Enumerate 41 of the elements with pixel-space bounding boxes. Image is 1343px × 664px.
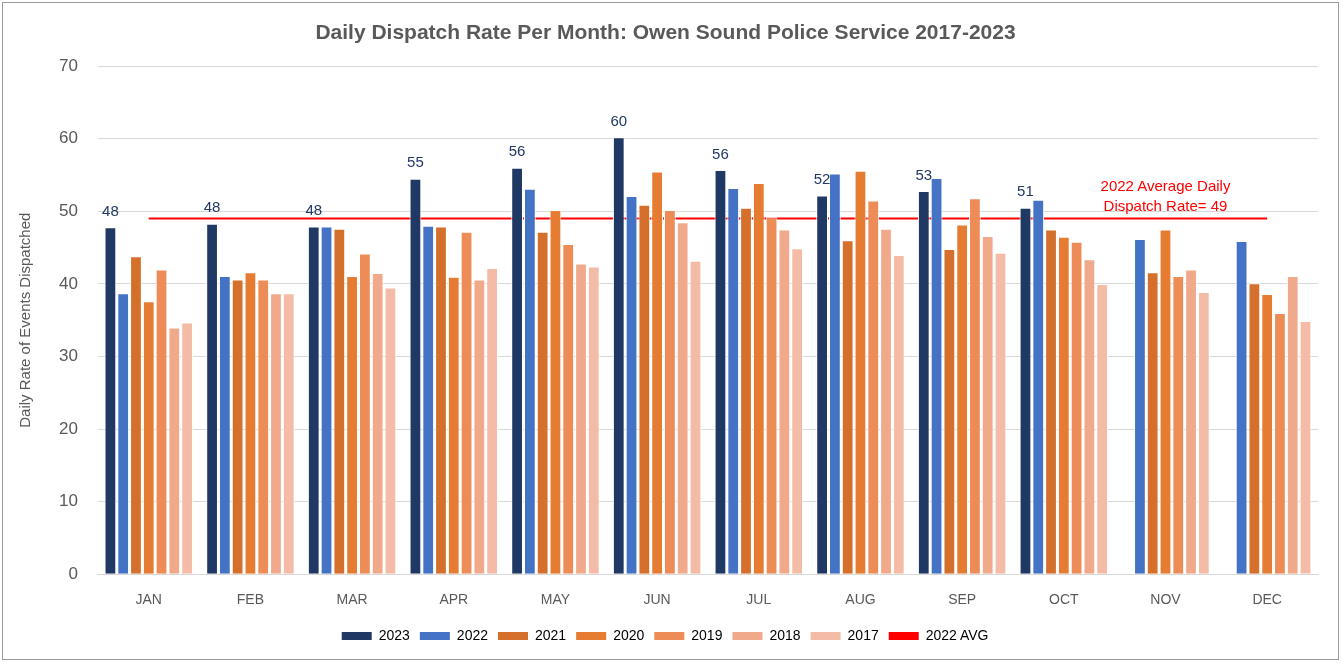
- y-tick-label: 50: [58, 201, 78, 221]
- data-label: 55: [407, 153, 424, 171]
- x-tick-label: FEB: [236, 591, 265, 608]
- y-tick-label: 70: [58, 55, 78, 75]
- annotation: 2022 Average Daily Dispatch Rate= 49: [1100, 176, 1231, 214]
- legend-label: 2022 AVG: [925, 626, 989, 643]
- y-tick-label: 40: [58, 273, 78, 293]
- legend-label: 2019: [691, 626, 723, 643]
- x-tick-label: JAN: [135, 591, 162, 608]
- data-label: 51: [1017, 182, 1034, 200]
- data-label: 53: [915, 165, 933, 183]
- legend-label: 2020: [613, 626, 645, 643]
- data-label: 56: [712, 144, 729, 162]
- data-label: 60: [610, 111, 628, 129]
- x-tick-label: OCT: [1049, 591, 1080, 608]
- chart-title: Daily Dispatch Rate Per Month: Owen Sound Police Service 2017-2023: [315, 20, 1016, 44]
- legend-label: 2021: [535, 626, 567, 643]
- x-tick-label: SEP: [948, 591, 977, 608]
- x-tick-label: DEC: [1252, 591, 1282, 608]
- x-tick-label: AUG: [845, 591, 876, 608]
- x-tick-label: JUL: [746, 591, 772, 608]
- legend-label: 2017: [847, 626, 879, 643]
- y-tick-label: 0: [68, 563, 78, 583]
- x-tick-label: JUN: [643, 591, 671, 608]
- x-tick-label: MAR: [336, 591, 368, 608]
- data-label: 56: [508, 142, 526, 160]
- y-tick-label: 10: [58, 491, 78, 511]
- y-axis-title: Daily Rate of Events Dispatched: [16, 212, 34, 428]
- data-label: 48: [305, 201, 323, 219]
- legend-label: 2022: [456, 626, 489, 643]
- legend-label: 2018: [769, 626, 801, 643]
- data-label: 48: [102, 201, 119, 219]
- x-tick-label: APR: [439, 591, 469, 608]
- y-tick-label: 30: [58, 346, 78, 366]
- legend-label: 2023: [378, 626, 411, 643]
- data-label: 48: [203, 198, 221, 216]
- y-tick-label: 20: [58, 418, 78, 438]
- y-tick-label: 60: [58, 128, 78, 148]
- x-tick-label: NOV: [1150, 591, 1182, 608]
- x-tick-label: MAY: [540, 591, 571, 608]
- data-label: 52: [813, 170, 831, 188]
